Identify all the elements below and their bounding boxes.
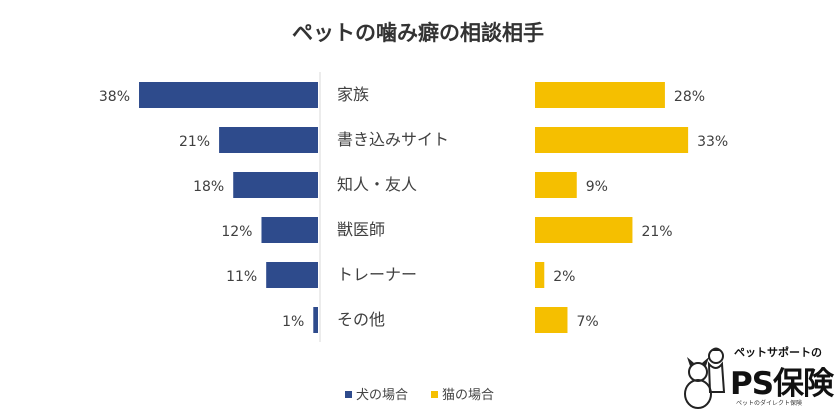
category-label: その他 xyxy=(337,310,385,329)
bar-dog xyxy=(266,262,318,288)
logo-main-text: PS保険 xyxy=(730,366,834,402)
data-label-dog: 12% xyxy=(221,224,252,240)
data-label-cat: 28% xyxy=(674,89,705,105)
legend-swatch-dog xyxy=(345,391,352,398)
bar-dog xyxy=(139,82,318,108)
legend-swatch-cat xyxy=(431,391,438,398)
category-label: 獣医師 xyxy=(337,220,385,239)
bar-dog xyxy=(261,217,318,243)
bar-cat xyxy=(535,307,568,333)
bar-dog xyxy=(313,307,318,333)
bar-cat xyxy=(535,172,577,198)
legend: 犬の場合 猫の場合 xyxy=(345,388,494,403)
data-label-cat: 7% xyxy=(576,314,598,330)
data-label-dog: 38% xyxy=(99,89,130,105)
bar-dog xyxy=(233,172,318,198)
data-label-cat: 33% xyxy=(697,134,728,150)
category-label: 書き込みサイト xyxy=(337,130,449,149)
chart-title: ペットの噛み癖の相談相手 xyxy=(292,21,544,45)
category-label: 家族 xyxy=(337,85,369,104)
logo-top-text: ペットサポートの xyxy=(734,346,822,359)
logo-sub-text: ペットのダイレクト保険 xyxy=(736,400,803,407)
data-label-dog: 18% xyxy=(193,179,224,195)
bar-cat xyxy=(535,127,689,153)
bar-cat xyxy=(535,262,545,288)
data-label-cat: 2% xyxy=(553,269,575,285)
data-label-dog: 1% xyxy=(282,314,304,330)
bar-dog xyxy=(219,127,318,153)
data-label-dog: 21% xyxy=(179,134,210,150)
legend-label-dog: 犬の場合 xyxy=(356,388,408,403)
bar-cat xyxy=(535,82,665,108)
legend-label-cat: 猫の場合 xyxy=(442,388,494,403)
pet-illustration-icon xyxy=(684,347,726,409)
data-label-dog: 11% xyxy=(226,269,257,285)
category-label: トレーナー xyxy=(337,265,417,284)
category-label: 知人・友人 xyxy=(337,175,417,194)
data-label-cat: 21% xyxy=(641,224,672,240)
ps-insurance-logo: ペットサポートの PS保険 ペットのダイレクト保険 xyxy=(676,342,834,412)
data-label-cat: 9% xyxy=(586,179,608,195)
bar-cat xyxy=(535,217,633,243)
